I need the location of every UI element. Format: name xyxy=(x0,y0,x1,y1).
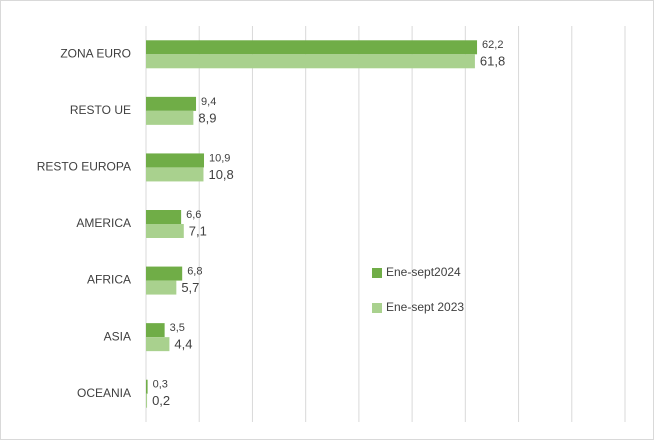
bar xyxy=(146,323,165,338)
y-tick-label: OCEANIA xyxy=(77,386,131,400)
bar xyxy=(146,224,184,238)
bar xyxy=(146,393,148,408)
y-tick-label: RESTO UE xyxy=(70,103,131,117)
bar xyxy=(146,110,194,125)
bar xyxy=(146,54,475,69)
bar xyxy=(146,40,478,55)
legend-label: Ene-sept2024 xyxy=(386,265,461,279)
data-label: 5,7 xyxy=(181,280,199,295)
data-label: 6,6 xyxy=(186,209,201,221)
data-label: 61,8 xyxy=(480,54,505,69)
data-label: 3,5 xyxy=(170,322,185,334)
bar xyxy=(146,337,170,352)
data-label: 6,8 xyxy=(187,265,202,277)
data-label: 9,4 xyxy=(201,96,216,108)
y-tick-label: AFRICA xyxy=(87,273,131,287)
y-tick-label: ZONA EURO xyxy=(60,46,131,60)
bar xyxy=(146,280,177,295)
data-label: 0,3 xyxy=(153,379,168,391)
legend-swatch xyxy=(372,303,382,313)
bar xyxy=(146,153,205,168)
legend-label: Ene-sept 2023 xyxy=(386,300,464,314)
data-label: 7,1 xyxy=(189,223,207,238)
legend-swatch xyxy=(372,268,382,278)
bar xyxy=(146,96,197,111)
data-label: 8,9 xyxy=(198,110,216,125)
data-label: 10,9 xyxy=(209,152,230,164)
bar xyxy=(146,167,204,182)
bar xyxy=(146,266,183,281)
data-label: 0,2 xyxy=(152,393,170,408)
y-tick-label: ASIA xyxy=(104,329,131,343)
bar xyxy=(146,379,148,394)
y-tick-label: RESTO EUROPA xyxy=(37,160,131,174)
y-tick-label: AMERICA xyxy=(76,216,131,230)
data-label: 62,2 xyxy=(482,39,503,51)
data-label: 4,4 xyxy=(174,337,192,352)
bar xyxy=(146,210,182,224)
data-label: 10,8 xyxy=(208,167,233,182)
